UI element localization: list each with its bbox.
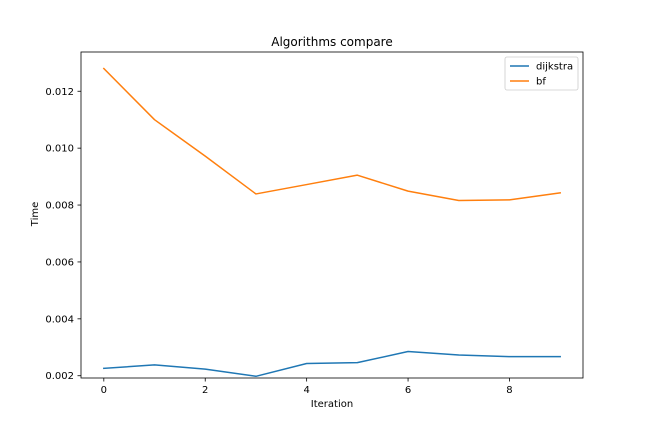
x-tick-label: 6 xyxy=(405,385,411,396)
legend: dijkstra bf xyxy=(504,56,579,91)
series-line-dijkstra xyxy=(103,350,561,378)
y-tick-label: 0.002 xyxy=(45,371,74,382)
x-tick-label: 4 xyxy=(303,385,309,396)
chart-title: Algorithms compare xyxy=(271,35,393,49)
y-axis: 0.002 0.004 0.006 0.008 0.010 0.012 xyxy=(45,87,81,382)
axes-frame xyxy=(80,51,584,379)
y-tick-label: 0.012 xyxy=(45,87,74,98)
x-tick-label: 2 xyxy=(202,385,208,396)
y-tick-label: 0.010 xyxy=(45,144,74,155)
y-tick-label: 0.008 xyxy=(45,201,74,212)
legend-label-dijkstra: dijkstra xyxy=(536,62,573,73)
x-axis: 0 2 4 6 8 xyxy=(101,378,513,396)
y-tick-label: 0.004 xyxy=(45,314,74,325)
y-tick-label: 0.006 xyxy=(45,257,74,268)
y-axis-label: Time xyxy=(30,202,41,227)
legend-label-bf: bf xyxy=(536,77,546,88)
plot-area xyxy=(102,67,562,378)
series-line-bf xyxy=(102,67,562,202)
x-tick-label: 0 xyxy=(101,385,107,396)
x-tick-label: 8 xyxy=(506,385,512,396)
x-axis-label: Iteration xyxy=(311,399,353,410)
